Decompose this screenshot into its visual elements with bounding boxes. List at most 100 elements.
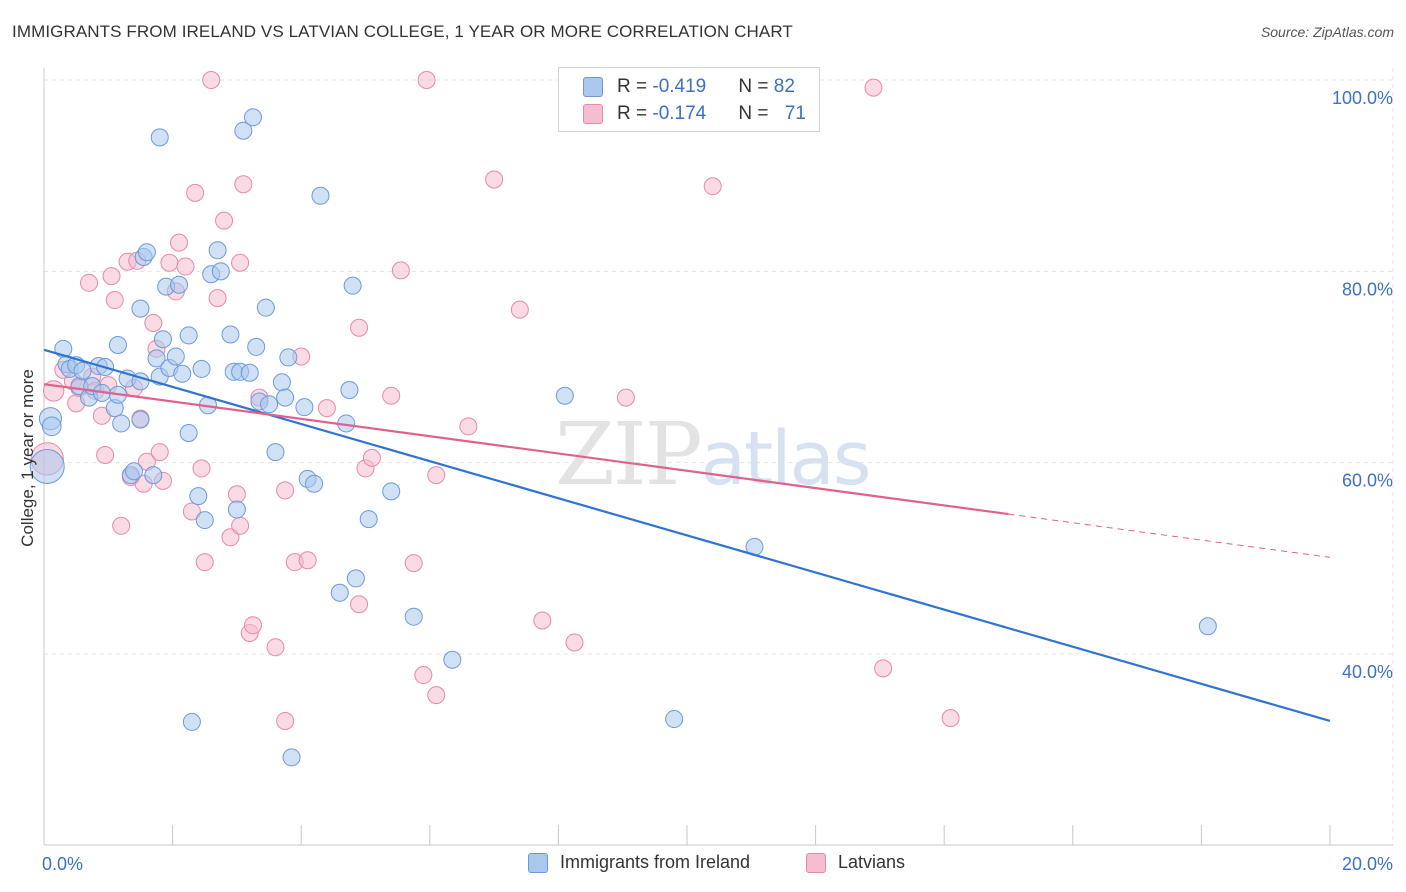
series-swatch-ireland: [528, 852, 548, 873]
legend-r-value: -0.419: [652, 76, 707, 97]
latvians-point: [616, 388, 635, 407]
ireland-point: [1198, 617, 1217, 636]
latvians-point: [243, 616, 262, 635]
ireland-point: [166, 347, 185, 366]
series-legend-latvians[interactable]: Latvians: [806, 852, 905, 873]
latvians-point: [150, 443, 169, 462]
ireland-points: [29, 108, 1217, 767]
correlation-legend: R = -0.419 N = 82 R = -0.174 N = 71: [558, 67, 820, 132]
ireland-point: [266, 443, 285, 462]
ireland-point: [340, 380, 359, 399]
latvians-point: [102, 267, 121, 286]
legend-n-label: N =: [738, 103, 774, 124]
latvians-point: [182, 502, 201, 521]
latvians-point: [105, 291, 124, 310]
ireland-point: [182, 712, 201, 731]
ireland-point: [147, 349, 166, 368]
chart-title: IMMIGRANTS FROM IRELAND VS LATVIAN COLLE…: [12, 22, 793, 41]
latvians-point: [391, 261, 410, 280]
ireland-point: [108, 335, 127, 354]
ireland-point: [192, 359, 211, 378]
y-tick-label: 100.0%: [1332, 88, 1393, 108]
latvians-point: [874, 659, 893, 678]
latvians-point: [112, 516, 131, 535]
latvians-point: [231, 516, 250, 535]
latvians-point: [485, 170, 504, 189]
latvians-point: [404, 554, 423, 573]
latvians-point: [202, 71, 221, 89]
latvians-point: [208, 289, 227, 308]
legend-n-value: 71: [784, 103, 806, 124]
latvians-point: [382, 386, 401, 405]
latvians-point: [298, 551, 317, 570]
ireland-point: [73, 361, 92, 380]
latvians-point: [427, 466, 446, 485]
latvians-point: [459, 417, 478, 436]
latvians-point: [215, 211, 234, 230]
legend-n-value: 82: [773, 76, 795, 97]
legend-swatch-latvians: [583, 104, 603, 124]
trend-lines: [43, 348, 1331, 723]
ireland-point: [137, 243, 156, 262]
latvians-point: [276, 711, 295, 730]
latvians-point: [510, 300, 529, 319]
ireland-point: [240, 363, 259, 382]
watermark: ZIPatlas: [555, 405, 872, 505]
y-tick-label: 60.0%: [1342, 471, 1393, 491]
legend-row-latvians: R = -0.174 N = 71: [583, 101, 806, 127]
legend-r-label: R =: [617, 76, 653, 97]
series-legend-ireland[interactable]: Immigrants from Ireland: [528, 852, 750, 873]
legend-swatch-ireland: [583, 77, 603, 97]
ireland-point: [211, 262, 230, 281]
latvians-point: [276, 481, 295, 500]
ireland-point: [150, 128, 169, 147]
x-tick-label: 0.0%: [42, 854, 83, 874]
latvians-point: [864, 78, 883, 97]
ireland-point: [260, 395, 279, 414]
latvians-point: [941, 709, 960, 728]
latvians-point: [565, 633, 584, 652]
x-tick-label: 20.0%: [1342, 854, 1393, 874]
latvians-point: [96, 446, 115, 465]
ireland-point: [346, 569, 365, 588]
ireland-point: [29, 448, 65, 484]
legend-r-label: R =: [617, 103, 653, 124]
ireland-point: [221, 325, 240, 344]
ireland-point: [311, 186, 330, 205]
ireland-point: [295, 398, 314, 417]
latvians-point: [703, 177, 722, 196]
ireland-point: [276, 388, 295, 407]
ireland-point: [179, 424, 198, 443]
source-label: Source: ZipAtlas.com: [1260, 24, 1394, 40]
ireland-point: [382, 482, 401, 501]
ireland-point: [173, 364, 192, 383]
series-legend: Immigrants from Ireland Latvians: [0, 852, 1406, 878]
ireland-point: [234, 121, 253, 140]
latvians-point: [350, 595, 369, 614]
y-tick-label: 40.0%: [1342, 662, 1393, 682]
latvians-point: [427, 686, 446, 705]
series-legend-label: Immigrants from Ireland: [560, 852, 751, 872]
ireland-point: [208, 241, 227, 260]
latvians-trend-extension: [1008, 513, 1331, 558]
ireland-point: [195, 511, 214, 530]
ireland-point: [343, 276, 362, 295]
ireland-point: [256, 298, 275, 317]
latvians-point: [170, 233, 189, 252]
latvians-trend-line: [43, 383, 1009, 516]
watermark-atlas: atlas: [700, 416, 872, 502]
y-axis-label: College, 1 year or more: [18, 369, 37, 547]
tick-labels: 40.0% 60.0% 80.0% 100.0% 0.0% 20.0%: [42, 88, 1393, 874]
ireland-point: [227, 500, 246, 519]
ireland-point: [305, 474, 324, 493]
ireland-point: [279, 348, 298, 367]
ireland-point: [665, 710, 684, 729]
latvians-point: [186, 183, 205, 202]
latvians-point: [231, 253, 250, 272]
latvians-point: [176, 257, 195, 276]
ireland-point: [131, 299, 150, 318]
latvians-point: [234, 175, 253, 194]
legend-r-value: -0.174: [652, 103, 707, 124]
legend-row-ireland: R = -0.419 N = 82: [583, 74, 795, 100]
